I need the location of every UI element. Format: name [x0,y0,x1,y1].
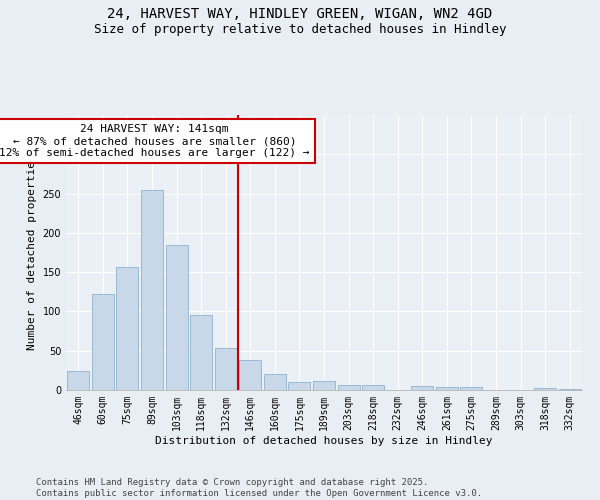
Text: Contains HM Land Registry data © Crown copyright and database right 2025.
Contai: Contains HM Land Registry data © Crown c… [36,478,482,498]
Bar [338,384,359,390]
Text: Size of property relative to detached houses in Hindley: Size of property relative to detached ho… [94,22,506,36]
Bar [92,294,114,390]
Bar [141,190,163,390]
Bar [116,266,139,390]
Bar [264,374,286,390]
Bar [534,388,556,390]
Bar [436,387,458,390]
Text: 24, HARVEST WAY, HINDLEY GREEN, WIGAN, WN2 4GD: 24, HARVEST WAY, HINDLEY GREEN, WIGAN, W… [107,8,493,22]
Bar [313,382,335,390]
Bar [166,246,188,390]
Bar [460,387,482,390]
Bar [239,360,262,390]
Bar [559,389,581,390]
X-axis label: Distribution of detached houses by size in Hindley: Distribution of detached houses by size … [155,436,493,446]
Bar [67,371,89,390]
Bar [362,386,384,390]
Bar [411,386,433,390]
Bar [190,316,212,390]
Bar [215,348,237,390]
Y-axis label: Number of detached properties: Number of detached properties [27,154,37,350]
Bar [289,382,310,390]
Text: 24 HARVEST WAY: 141sqm
← 87% of detached houses are smaller (860)
12% of semi-de: 24 HARVEST WAY: 141sqm ← 87% of detached… [0,124,310,158]
